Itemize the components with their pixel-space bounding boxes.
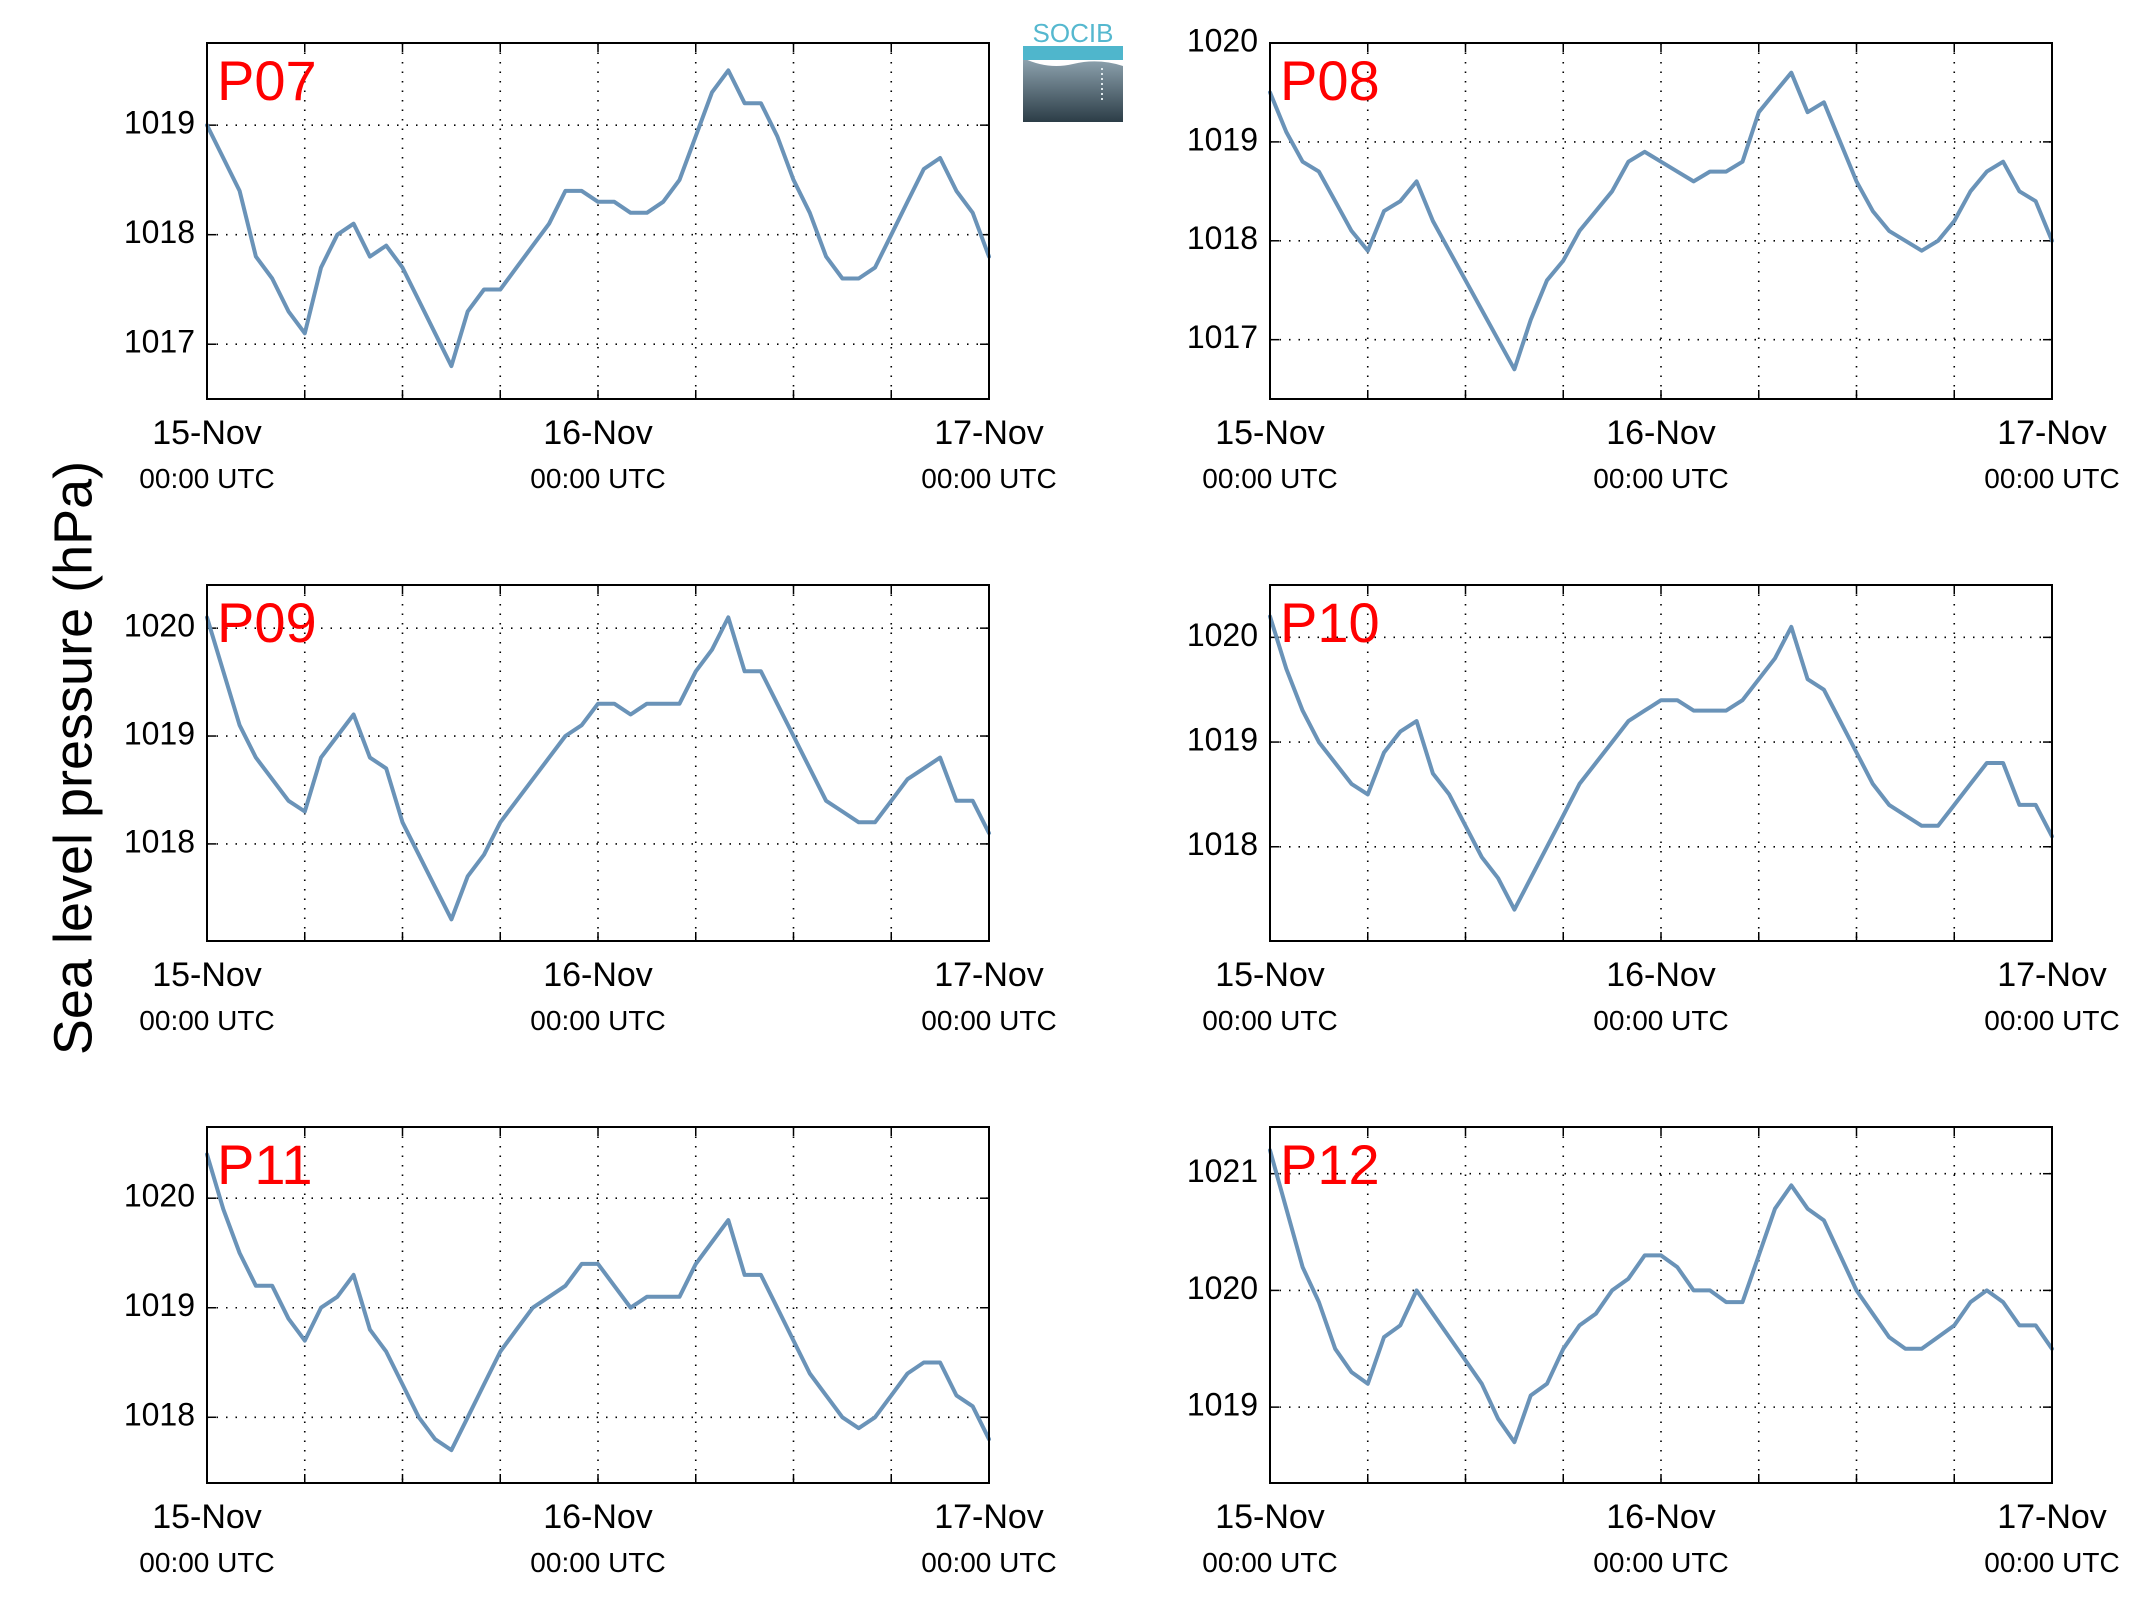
x-tick-label-time: 00:00 UTC (1984, 1547, 2119, 1578)
x-tick-label-time: 00:00 UTC (1202, 1005, 1337, 1036)
x-tick-label-date: 16-Nov (1606, 956, 1716, 994)
x-tick-label-time: 00:00 UTC (530, 463, 665, 494)
x-tick-label-time: 00:00 UTC (1202, 463, 1337, 494)
x-tick-label-time: 00:00 UTC (921, 1547, 1056, 1578)
panel-label: P08 (1280, 49, 1380, 112)
x-tick-label-date: 17-Nov (1997, 1498, 2107, 1536)
x-tick-label-date: 16-Nov (543, 414, 653, 452)
pressure-series-line (205, 68, 991, 369)
x-tick-label-time: 00:00 UTC (1202, 1547, 1337, 1578)
y-tick-label: 1020 (1187, 617, 1258, 653)
x-tick-label-time: 00:00 UTC (1984, 463, 2119, 494)
chart-panel-p08: 1017 1018 1019 1020 P08 15-Nov 00:00 UTC 16-Nov… (1187, 22, 2120, 494)
chart-panel-p09: 1018 1019 1020 P09 15-Nov 00:00 UTC 16-Nov 00:0… (124, 584, 1057, 1036)
x-tick-label-time: 00:00 UTC (921, 1005, 1056, 1036)
x-tick-label-time: 00:00 UTC (1593, 463, 1728, 494)
socib-logo: SOCIB (1023, 18, 1123, 122)
plot-area (207, 43, 989, 399)
socib-logo-text: SOCIB (1033, 18, 1114, 48)
x-tick-label-date: 17-Nov (934, 1498, 1044, 1536)
y-tick-label: 1019 (124, 105, 195, 141)
pressure-series-line (1268, 1148, 2054, 1445)
x-tick-label-date: 15-Nov (1215, 1498, 1325, 1536)
y-tick-label: 1019 (1187, 1387, 1258, 1423)
pressure-series-line (1268, 614, 2054, 912)
x-tick-label-time: 00:00 UTC (530, 1547, 665, 1578)
plot-frame (206, 1126, 990, 1484)
x-tick-label-date: 16-Nov (1606, 414, 1716, 452)
plot-area (1270, 1127, 2052, 1483)
y-tick-label: 1017 (1187, 319, 1258, 355)
y-tick-label: 1018 (124, 214, 195, 250)
y-tick-label: 1020 (1187, 22, 1258, 58)
x-tick-label-date: 16-Nov (1606, 1498, 1716, 1536)
pressure-series-line (205, 1152, 991, 1453)
plot-frame (1269, 1126, 2053, 1484)
y-tick-label: 1019 (1187, 121, 1258, 157)
panel-label: P09 (217, 591, 317, 654)
plot-frame (206, 42, 990, 400)
y-tick-label: 1019 (1187, 722, 1258, 758)
chart-panel-p12: 1019 1020 1021 P12 15-Nov 00:00 UTC 16-Nov 00:0… (1187, 1126, 2120, 1578)
x-tick-label-time: 00:00 UTC (1593, 1547, 1728, 1578)
chart-panels: 1017 1018 1019 P07 15-Nov 00:00 UTC 16-Nov 00:0… (124, 22, 2120, 1578)
plot-area (207, 1127, 989, 1483)
plot-area (1270, 43, 2052, 399)
chart-panel-p10: 1018 1019 1020 P10 15-Nov 00:00 UTC 16-Nov 00:0… (1187, 584, 2120, 1036)
x-tick-label-time: 00:00 UTC (139, 1005, 274, 1036)
x-tick-label-date: 17-Nov (1997, 956, 2107, 994)
panel-label: P07 (217, 49, 317, 112)
panel-label: P11 (217, 1133, 312, 1196)
y-tick-label: 1020 (124, 608, 195, 644)
x-tick-label-date: 15-Nov (1215, 956, 1325, 994)
y-tick-label: 1018 (124, 1397, 195, 1433)
x-tick-label-date: 15-Nov (152, 414, 262, 452)
x-tick-label-date: 15-Nov (152, 956, 262, 994)
x-tick-label-date: 15-Nov (152, 1498, 262, 1536)
chart-panel-p11: 1018 1019 1020 P11 15-Nov 00:00 UTC 16-Nov 00:0… (124, 1126, 1057, 1578)
panel-label: P10 (1280, 591, 1380, 654)
y-tick-label: 1017 (124, 324, 195, 360)
y-tick-label: 1021 (1187, 1153, 1258, 1189)
y-axis-label: Sea level pressure (hPa) (43, 461, 103, 1055)
y-tick-label: 1020 (1187, 1270, 1258, 1306)
plot-frame (206, 584, 990, 942)
x-tick-label-time: 00:00 UTC (139, 1547, 274, 1578)
y-tick-label: 1018 (1187, 220, 1258, 256)
pressure-series-line (1268, 70, 2054, 372)
x-tick-label-time: 00:00 UTC (921, 463, 1056, 494)
pressure-series-line (205, 615, 991, 922)
x-tick-label-time: 00:00 UTC (139, 463, 274, 494)
y-tick-label: 1019 (124, 1287, 195, 1323)
x-tick-label-time: 00:00 UTC (1593, 1005, 1728, 1036)
y-tick-label: 1018 (1187, 826, 1258, 862)
y-tick-label: 1018 (124, 823, 195, 859)
x-tick-label-date: 16-Nov (543, 1498, 653, 1536)
x-tick-label-date: 17-Nov (934, 414, 1044, 452)
plot-frame (1269, 584, 2053, 942)
plot-area (207, 585, 989, 941)
x-tick-label-date: 15-Nov (1215, 414, 1325, 452)
x-tick-label-time: 00:00 UTC (530, 1005, 665, 1036)
y-tick-label: 1019 (124, 715, 195, 751)
plot-area (1270, 585, 2052, 941)
x-tick-label-time: 00:00 UTC (1984, 1005, 2119, 1036)
x-tick-label-date: 17-Nov (934, 956, 1044, 994)
plot-frame (1269, 42, 2053, 400)
x-tick-label-date: 17-Nov (1997, 414, 2107, 452)
chart-panel-p07: 1017 1018 1019 P07 15-Nov 00:00 UTC 16-Nov 00:0… (124, 42, 1057, 494)
panel-label: P12 (1280, 1133, 1380, 1196)
y-tick-label: 1020 (124, 1178, 195, 1214)
x-tick-label-date: 16-Nov (543, 956, 653, 994)
